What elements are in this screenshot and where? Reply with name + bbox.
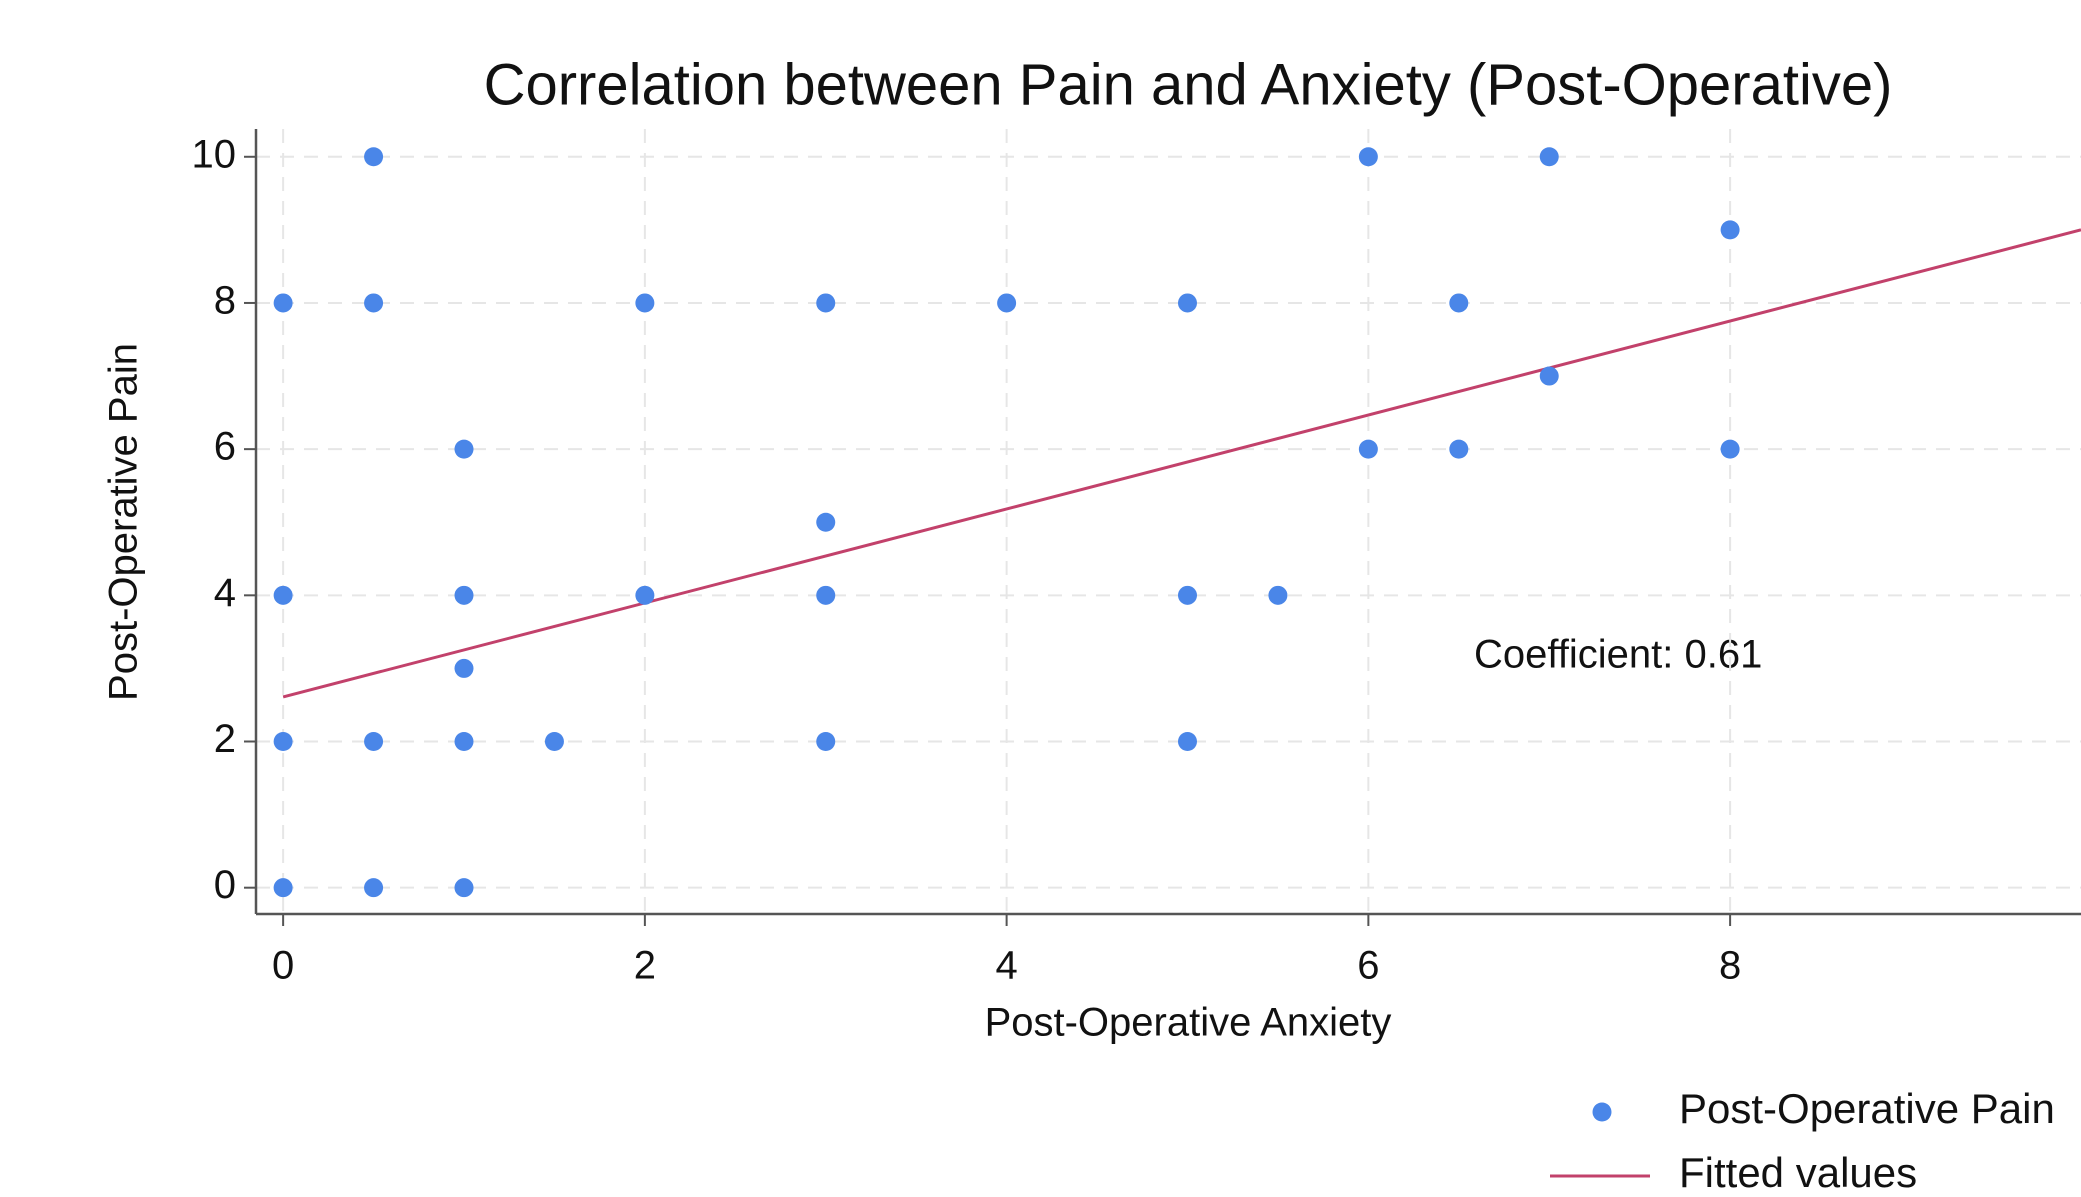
fit-line [282,228,2081,699]
point [1177,585,1197,605]
point [816,293,836,313]
y-tick-label: 8 [214,279,236,323]
point [273,293,293,313]
y-axis-label: Post-Operative Pain [102,343,146,701]
point [635,293,655,313]
point [1539,147,1559,167]
chart-title: Correlation between Pain and Anxiety (Po… [484,52,1893,117]
x-tick-label: 6 [1357,944,1379,988]
point [1539,366,1559,386]
point [1720,220,1740,240]
point [364,147,384,167]
x-tick-label: 0 [272,944,294,988]
point [816,585,836,605]
y-tick-label: 4 [214,571,236,615]
point [1449,439,1469,459]
point [816,732,836,752]
legend-marker [1592,1102,1612,1122]
point [1358,147,1378,167]
y-tick-label: 10 [192,132,237,176]
legend-label: Post-Operative Pain [1679,1085,2055,1132]
point [273,585,293,605]
point [544,732,564,752]
point [454,585,474,605]
point [364,878,384,898]
y-tick-label: 6 [214,425,236,469]
x-tick-label: 2 [634,944,656,988]
point [273,732,293,752]
x-axis-label: Post-Operative Anxiety [985,1001,1392,1045]
point [454,439,474,459]
legend-label: Fitted values [1679,1149,1917,1196]
point [816,512,836,532]
point [364,293,384,313]
point [997,293,1017,313]
y-tick-label: 2 [214,717,236,761]
point [454,658,474,678]
point [1358,439,1378,459]
annotation: Coefficient: 0.61 [1474,633,1762,677]
y-tick-label: 0 [214,863,236,907]
point [1177,732,1197,752]
point [635,585,655,605]
x-tick-label: 4 [995,944,1017,988]
point [1177,293,1197,313]
point [364,732,384,752]
x-tick-label: 8 [1719,944,1741,988]
point [1268,585,1288,605]
point [1449,293,1469,313]
point [454,732,474,752]
point [454,878,474,898]
point [1720,439,1740,459]
point [273,878,293,898]
